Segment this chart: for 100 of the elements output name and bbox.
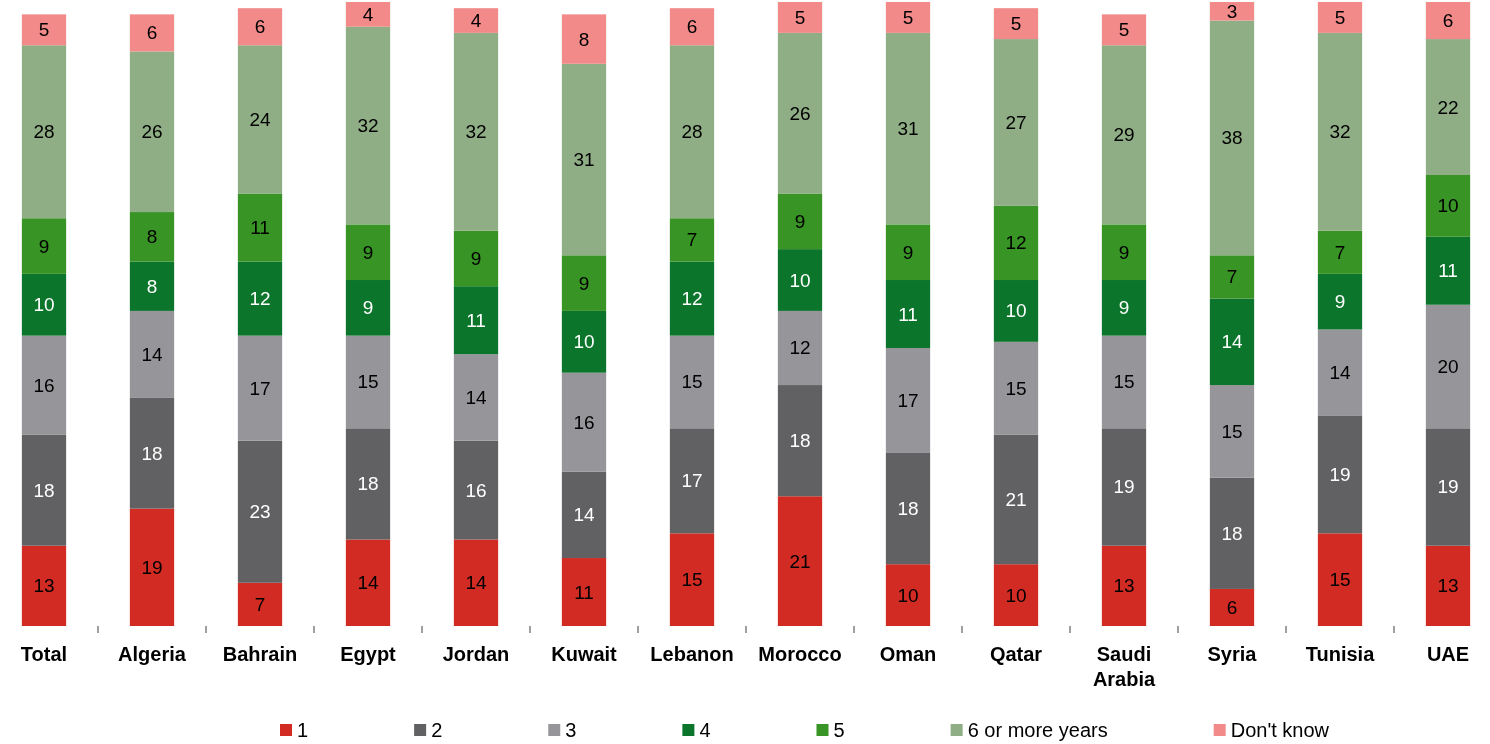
bar	[1209, 477, 1255, 589]
bar	[237, 8, 283, 46]
data-label: 38	[1221, 127, 1243, 149]
bar	[1425, 174, 1471, 237]
data-label: 18	[1221, 522, 1243, 544]
bar	[129, 508, 175, 626]
bar	[345, 539, 391, 626]
data-label: 9	[362, 241, 374, 263]
bar	[237, 261, 283, 336]
data-label: 15	[1005, 377, 1027, 399]
data-label: 18	[897, 498, 919, 520]
data-label: 5	[1334, 6, 1346, 28]
bar	[669, 533, 715, 626]
data-label: 17	[897, 390, 919, 411]
data-label: 10	[573, 331, 595, 353]
bar	[777, 496, 823, 626]
bar	[237, 335, 283, 441]
x-tick-label: Tunisia	[1305, 643, 1376, 665]
data-label: 28	[681, 121, 703, 143]
data-label: 9	[38, 235, 50, 257]
bar	[777, 32, 823, 194]
bar	[345, 335, 391, 429]
data-label: 14	[465, 572, 487, 594]
data-label: 4	[470, 10, 482, 32]
bar	[777, 2, 823, 33]
bar	[1101, 224, 1147, 281]
data-label: 9	[1118, 241, 1130, 263]
data-label: 9	[1118, 297, 1130, 319]
bar	[777, 385, 823, 497]
data-label: 14	[1221, 331, 1243, 353]
bar	[345, 2, 391, 27]
data-label: 15	[1221, 420, 1243, 442]
bar	[129, 212, 175, 262]
bar	[21, 335, 67, 435]
bar	[21, 273, 67, 336]
bar	[1425, 2, 1471, 40]
x-tick-label: Kuwait	[551, 643, 618, 665]
bar	[1317, 230, 1363, 274]
bar	[453, 440, 499, 540]
data-label: 8	[578, 28, 590, 50]
x-tick-label: Saudi Arabia	[1092, 643, 1156, 690]
bar	[1317, 415, 1363, 534]
bar	[1101, 335, 1147, 429]
data-label: 14	[141, 343, 163, 365]
data-label: 31	[897, 118, 919, 140]
data-label: 12	[249, 288, 271, 310]
bar	[21, 434, 67, 546]
bar	[1425, 428, 1471, 546]
bar	[777, 310, 823, 386]
data-label: 13	[33, 575, 55, 597]
x-tick-label: Total	[20, 643, 68, 665]
x-tick-label: Lebanon	[650, 643, 734, 665]
data-label: 15	[1113, 371, 1135, 393]
bar	[1209, 385, 1255, 478]
bar	[21, 45, 67, 219]
bar	[453, 354, 499, 441]
data-label: 16	[573, 411, 595, 433]
data-label: 29	[1113, 124, 1135, 146]
data-label: 14	[573, 504, 595, 526]
data-label: 13	[1437, 575, 1459, 597]
data-label: 15	[681, 569, 703, 591]
data-label: 28	[33, 121, 55, 143]
bar	[237, 193, 283, 262]
x-tick-label: Morocco	[758, 643, 842, 665]
data-label: 11	[574, 581, 594, 603]
data-label: 3	[1226, 0, 1238, 22]
data-label: 20	[1437, 356, 1459, 378]
x-tick-label: Oman	[879, 643, 937, 665]
bar	[129, 310, 175, 398]
data-label: 19	[1113, 476, 1135, 498]
data-label: 4	[362, 3, 374, 25]
data-label: 9	[902, 241, 914, 263]
bar	[993, 39, 1039, 206]
data-label: 15	[1329, 569, 1351, 591]
data-label: 12	[1005, 232, 1027, 254]
data-label: 16	[465, 479, 487, 501]
bar	[561, 471, 607, 559]
data-label: 32	[465, 121, 487, 143]
bar	[1101, 14, 1147, 46]
bar	[237, 45, 283, 194]
data-label: 15	[357, 371, 379, 393]
bar	[453, 286, 499, 355]
bar	[669, 261, 715, 336]
data-label: 10	[33, 294, 55, 316]
bar	[669, 218, 715, 262]
bar	[1317, 32, 1363, 231]
data-label: 18	[33, 479, 55, 501]
bar	[1317, 273, 1363, 330]
data-label: 6	[1226, 596, 1238, 618]
data-label: 9	[470, 247, 482, 269]
data-label: 12	[789, 337, 811, 359]
data-label: 18	[357, 473, 379, 495]
bar	[885, 224, 931, 281]
data-label: 7	[1226, 266, 1238, 288]
bar	[1317, 2, 1363, 33]
data-label: 23	[249, 501, 271, 523]
bar	[561, 558, 607, 626]
bar	[453, 8, 499, 33]
x-tick-label: UAE	[1426, 643, 1470, 665]
bar	[561, 310, 607, 373]
